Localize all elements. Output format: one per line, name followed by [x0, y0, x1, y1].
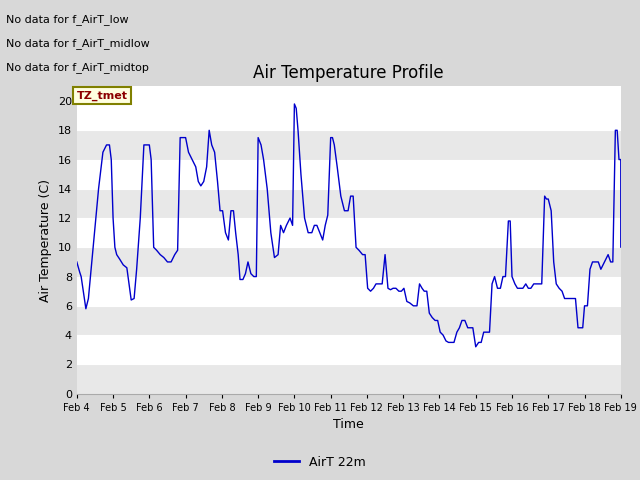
Y-axis label: Air Temperature (C): Air Temperature (C) — [39, 179, 52, 301]
Bar — [77, 364, 621, 394]
Bar — [77, 306, 621, 335]
Title: Air Temperature Profile: Air Temperature Profile — [253, 64, 444, 82]
Text: TZ_tmet: TZ_tmet — [77, 91, 128, 101]
Text: No data for f_AirT_low: No data for f_AirT_low — [6, 14, 129, 25]
Text: No data for f_AirT_midtop: No data for f_AirT_midtop — [6, 62, 149, 73]
Bar — [77, 130, 621, 159]
Bar — [77, 189, 621, 218]
Bar — [77, 247, 621, 276]
X-axis label: Time: Time — [333, 418, 364, 431]
Text: No data for f_AirT_midlow: No data for f_AirT_midlow — [6, 38, 150, 49]
Legend: AirT 22m: AirT 22m — [269, 451, 371, 474]
